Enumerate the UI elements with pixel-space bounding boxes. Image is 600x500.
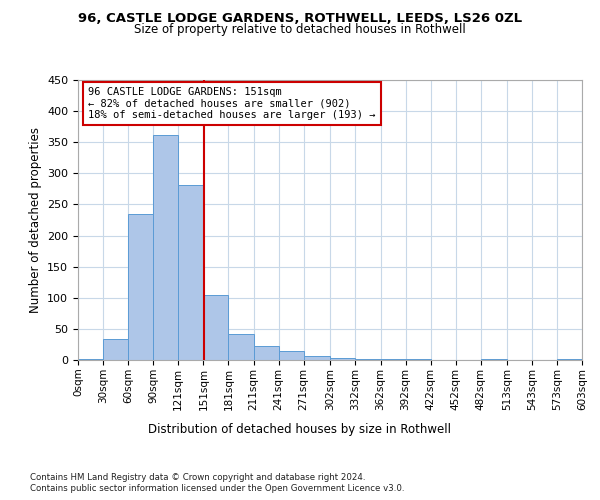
Text: Contains public sector information licensed under the Open Government Licence v3: Contains public sector information licen… [30, 484, 404, 493]
Bar [153, 135, 178, 360]
Bar [128, 214, 153, 360]
Text: Contains HM Land Registry data © Crown copyright and database right 2024.: Contains HM Land Registry data © Crown c… [30, 472, 365, 482]
Bar [254, 346, 278, 360]
Text: 96 CASTLE LODGE GARDENS: 151sqm
← 82% of detached houses are smaller (902)
18% o: 96 CASTLE LODGE GARDENS: 151sqm ← 82% of… [88, 87, 376, 120]
Bar [203, 294, 229, 360]
Y-axis label: Number of detached properties: Number of detached properties [29, 127, 41, 313]
Bar [331, 358, 355, 360]
Text: Distribution of detached houses by size in Rothwell: Distribution of detached houses by size … [149, 422, 452, 436]
Bar [304, 356, 331, 360]
Bar [557, 359, 582, 360]
Text: Size of property relative to detached houses in Rothwell: Size of property relative to detached ho… [134, 22, 466, 36]
Text: 96, CASTLE LODGE GARDENS, ROTHWELL, LEEDS, LS26 0ZL: 96, CASTLE LODGE GARDENS, ROTHWELL, LEED… [78, 12, 522, 26]
Bar [103, 340, 128, 360]
Bar [178, 185, 203, 360]
Bar [78, 359, 103, 360]
Bar [278, 350, 304, 360]
Bar [229, 334, 254, 360]
